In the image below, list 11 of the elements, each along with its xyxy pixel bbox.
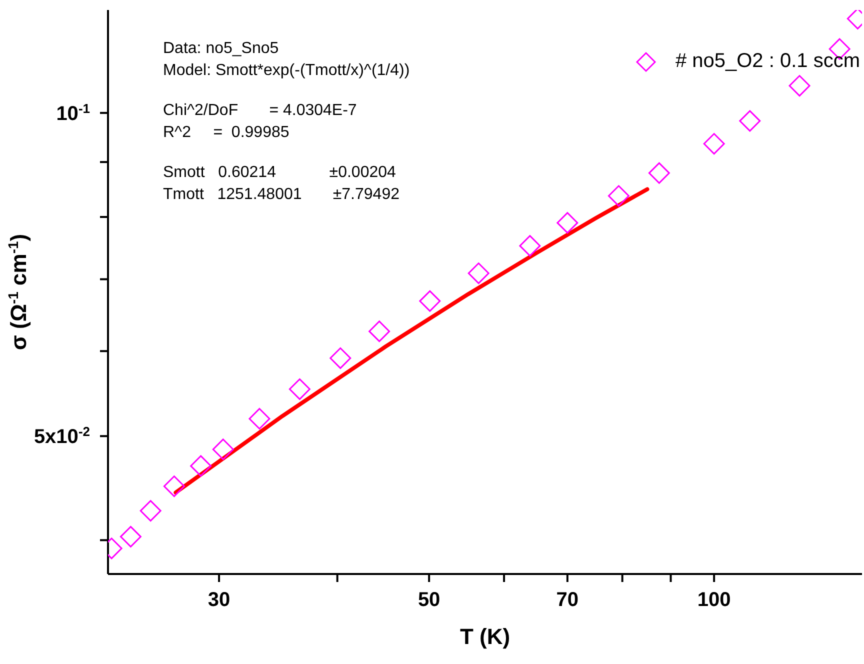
x-tick-label: 30 [208,589,230,611]
y-tick-label: 10$^{-1}$ [56,100,90,125]
annotation: Smott 0.60214 ±0.00204 Tmott 1251.48001 ±7.79492 [163,163,400,205]
y-tick-label: 5x10$^{-2}$ [34,424,90,448]
x-tick-label: 50 [418,589,440,611]
legend-label: # no5_O2 : 0.1 sccm [675,50,860,73]
x-tick-label: 70 [556,589,579,611]
annotation: Chi^2/DoF = 4.0304E-7 R^2 = 0.99985 [163,101,358,143]
x-tick-label: 100 [697,589,731,611]
x-axis-title: T (K) [460,624,510,649]
annotation: Data: no5_Sno5 Model: Smott*exp(-(Tmott/x)^(1/4)) [163,39,410,81]
